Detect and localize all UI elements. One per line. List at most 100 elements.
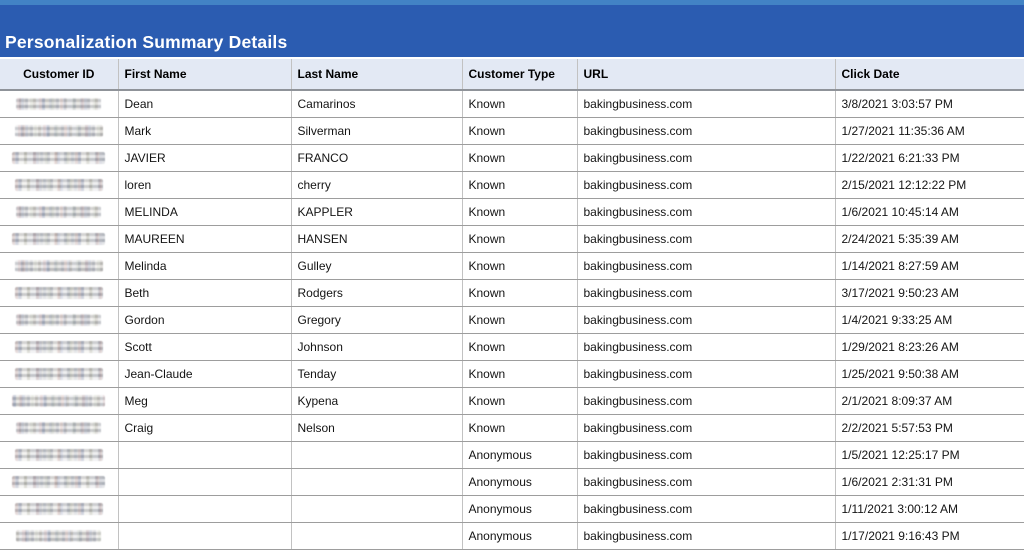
table-row: Dean Camarinos Known bakingbusiness.com 3/8/… [0,90,1024,118]
cell-customer-type: Known [462,306,578,334]
table-row: JAVIER FRANCO Known bakingbusiness.com 1/22/… [0,144,1024,172]
table-row: Anonymous bakingbusiness.com 1/5/2021 12:2… [0,441,1024,469]
cell-last-name: Johnson [291,333,463,361]
column-header-customer-id: Customer ID [0,57,119,91]
cell-url: bakingbusiness.com [577,252,836,280]
redacted-customer-id [14,341,103,353]
cell-click-date: 1/22/2021 6:21:33 PM [835,144,1024,172]
cell-customer-id [0,387,119,415]
cell-customer-id [0,414,119,442]
cell-click-date: 2/2/2021 5:57:53 PM [835,414,1024,442]
cell-last-name: Gulley [291,252,463,280]
redacted-customer-id [14,449,103,461]
cell-customer-type: Known [462,144,578,172]
cell-last-name [291,522,463,550]
table-row: Scott Johnson Known bakingbusiness.com 1/29/… [0,333,1024,361]
cell-click-date: 2/1/2021 8:09:37 AM [835,387,1024,415]
cell-url: bakingbusiness.com [577,360,836,388]
cell-last-name: FRANCO [291,144,463,172]
redacted-customer-id [12,233,106,245]
cell-url: bakingbusiness.com [577,522,836,550]
cell-customer-id [0,333,119,361]
redacted-customer-id [14,287,103,299]
cell-click-date: 1/17/2021 9:16:43 PM [835,522,1024,550]
cell-click-date: 1/27/2021 11:35:36 AM [835,117,1024,145]
cell-url: bakingbusiness.com [577,90,836,118]
cell-first-name [118,441,292,469]
redacted-customer-id [14,260,103,272]
cell-customer-type: Known [462,117,578,145]
cell-customer-id [0,360,119,388]
personalization-summary-table: Customer ID First Name Last Name Custome… [0,57,1024,550]
cell-first-name: Meg [118,387,292,415]
cell-url: bakingbusiness.com [577,198,836,226]
cell-customer-type: Known [462,225,578,253]
redacted-customer-id [12,152,106,164]
cell-last-name [291,441,463,469]
redacted-customer-id [16,206,102,218]
cell-click-date: 2/15/2021 12:12:22 PM [835,171,1024,199]
redacted-customer-id [14,125,103,137]
cell-first-name: Jean-Claude [118,360,292,388]
cell-customer-id [0,279,119,307]
cell-customer-id [0,441,119,469]
table-header-row: Customer ID First Name Last Name Custome… [0,57,1024,91]
column-header-last-name: Last Name [291,57,463,91]
cell-click-date: 1/29/2021 8:23:26 AM [835,333,1024,361]
table-body: Dean Camarinos Known bakingbusiness.com 3/8/… [0,90,1024,550]
cell-first-name: Melinda [118,252,292,280]
cell-first-name: Mark [118,117,292,145]
cell-customer-type: Anonymous [462,441,578,469]
cell-click-date: 1/25/2021 9:50:38 AM [835,360,1024,388]
cell-first-name [118,495,292,523]
cell-first-name: loren [118,171,292,199]
cell-url: bakingbusiness.com [577,171,836,199]
table-row: Craig Nelson Known bakingbusiness.com 2/2/20… [0,414,1024,442]
cell-customer-type: Known [462,90,578,118]
cell-click-date: 1/5/2021 12:25:17 PM [835,441,1024,469]
column-header-url: URL [577,57,836,91]
redacted-customer-id [16,422,102,434]
cell-last-name: Camarinos [291,90,463,118]
cell-url: bakingbusiness.com [577,387,836,415]
cell-last-name [291,495,463,523]
redacted-customer-id [12,476,106,488]
redacted-customer-id [12,395,106,407]
cell-first-name: MAUREEN [118,225,292,253]
cell-customer-type: Anonymous [462,495,578,523]
table-row: Gordon Gregory Known bakingbusiness.com 1/4/… [0,306,1024,334]
cell-last-name: Gregory [291,306,463,334]
cell-customer-id [0,90,119,118]
cell-first-name: Beth [118,279,292,307]
title-bar: Personalization Summary Details [0,5,1024,57]
redacted-customer-id [16,314,102,326]
cell-first-name: MELINDA [118,198,292,226]
cell-customer-id [0,225,119,253]
cell-first-name [118,522,292,550]
cell-customer-id [0,117,119,145]
cell-url: bakingbusiness.com [577,495,836,523]
cell-customer-type: Anonymous [462,522,578,550]
column-header-customer-type: Customer Type [462,57,578,91]
cell-click-date: 1/11/2021 3:00:12 AM [835,495,1024,523]
cell-url: bakingbusiness.com [577,225,836,253]
cell-click-date: 1/14/2021 8:27:59 AM [835,252,1024,280]
column-header-click-date: Click Date [835,57,1024,91]
cell-last-name: KAPPLER [291,198,463,226]
cell-customer-type: Known [462,171,578,199]
cell-click-date: 1/4/2021 9:33:25 AM [835,306,1024,334]
cell-customer-id [0,252,119,280]
table-row: Anonymous bakingbusiness.com 1/11/2021 3:0… [0,495,1024,523]
redacted-customer-id [14,503,103,515]
top-accent-strip [0,0,1024,5]
table-row: Beth Rodgers Known bakingbusiness.com 3/17/2… [0,279,1024,307]
cell-customer-type: Known [462,360,578,388]
cell-first-name: Scott [118,333,292,361]
cell-customer-type: Known [462,279,578,307]
column-header-first-name: First Name [118,57,292,91]
cell-last-name: cherry [291,171,463,199]
cell-click-date: 3/17/2021 9:50:23 AM [835,279,1024,307]
cell-customer-id [0,468,119,496]
cell-url: bakingbusiness.com [577,468,836,496]
cell-url: bakingbusiness.com [577,144,836,172]
